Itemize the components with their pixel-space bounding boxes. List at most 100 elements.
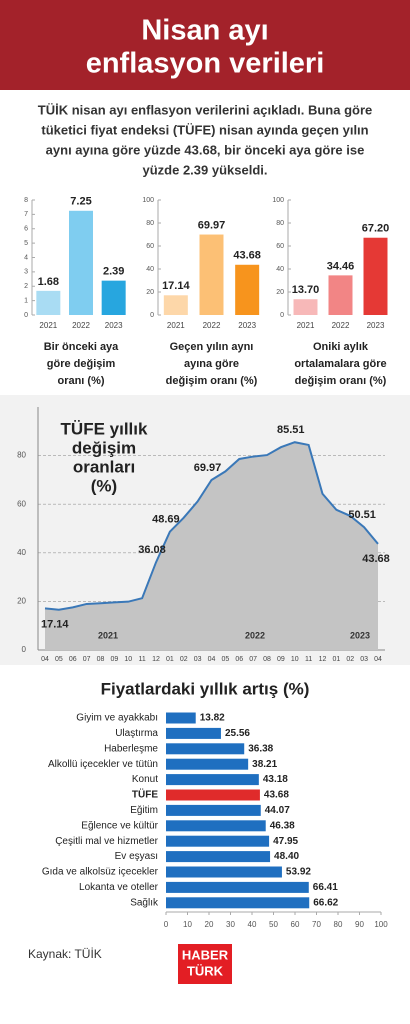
logo-box — [178, 944, 232, 984]
chart-title: oranları — [73, 457, 135, 476]
value-label: 38.21 — [252, 759, 277, 770]
bar — [166, 789, 260, 801]
value-label: 43.68 — [233, 250, 261, 262]
x-tick-label: 50 — [269, 920, 278, 929]
header-band — [0, 0, 410, 90]
caption: Bir önceki aya — [44, 341, 119, 353]
x-tick-label: 01 — [166, 656, 174, 663]
x-tick-label: 08 — [263, 656, 271, 663]
bar — [166, 804, 261, 816]
y-tick-label: Sağlık — [130, 897, 159, 908]
value-label: 17.14 — [162, 280, 190, 292]
x-tick-label: 04 — [41, 656, 49, 663]
x-tick-label: 0 — [164, 920, 169, 929]
x-tick-label: 30 — [226, 920, 235, 929]
x-tick-label: 11 — [138, 656, 145, 663]
x-tick-label: 02 — [180, 656, 188, 663]
year-label: 2021 — [98, 630, 118, 640]
header-title: enflasyon verileri — [86, 48, 325, 80]
bar — [36, 290, 61, 315]
x-tick-label: 09 — [110, 656, 118, 663]
bar — [166, 881, 309, 893]
y-tick-label: 0 — [24, 312, 28, 319]
x-tick-label: 03 — [194, 656, 202, 663]
line — [44, 441, 379, 611]
y-tick-label: Lokanta ve oteller — [79, 882, 159, 893]
x-tick-label: 40 — [248, 920, 257, 929]
x-tick-label: 03 — [360, 656, 368, 663]
y-tick-label: 20 — [276, 289, 284, 296]
y-tick-label: Konut — [132, 774, 158, 785]
x-tick-label: 07 — [249, 656, 257, 663]
area — [45, 442, 378, 650]
y-tick-label: 4 — [24, 254, 28, 261]
x-tick-label: 60 — [291, 920, 300, 929]
value-label: 13.70 — [292, 284, 320, 296]
value-label: 50.51 — [348, 509, 376, 521]
y-tick-label: 40 — [146, 266, 154, 273]
y-tick-label: Eğlence ve kültür — [81, 820, 158, 831]
value-label: 25.56 — [225, 728, 250, 739]
bar — [166, 758, 249, 770]
bar — [166, 851, 271, 863]
value-label: 1.68 — [38, 276, 59, 288]
y-tick-label: 8 — [24, 197, 28, 204]
y-tick-label: 40 — [276, 266, 284, 273]
x-tick-label: 09 — [277, 656, 285, 663]
y-tick-label: Haberleşme — [104, 743, 158, 754]
y-tick-label: 2 — [24, 283, 28, 290]
bar — [69, 210, 93, 315]
logo-text: TÜRK — [187, 963, 224, 978]
y-tick-label: 20 — [17, 597, 26, 606]
y-tick-label: 5 — [24, 240, 28, 247]
y-tick-label: Gıda ve alkolsüz içecekler — [42, 867, 159, 878]
x-tick-label: 2022 — [72, 321, 90, 330]
x-tick-label: 08 — [97, 656, 105, 663]
bar — [166, 866, 282, 878]
x-tick-label: 10 — [124, 656, 132, 663]
bar — [199, 234, 224, 315]
bar — [328, 275, 353, 315]
x-tick-label: 90 — [355, 920, 364, 929]
value-label: 43.68 — [264, 790, 289, 801]
value-label: 36.08 — [138, 544, 166, 556]
value-label: 2.39 — [103, 266, 124, 278]
x-tick-label: 05 — [221, 656, 229, 663]
value-label: 46.38 — [270, 820, 295, 831]
bar — [363, 237, 388, 315]
value-label: 67.20 — [362, 223, 390, 235]
x-tick-label: 2022 — [203, 321, 221, 330]
x-tick-label: 06 — [235, 656, 243, 663]
y-tick-label: 7 — [24, 211, 28, 218]
x-tick-label: 11 — [305, 656, 312, 663]
chart-title: değişim — [72, 438, 136, 457]
caption: değişim oranı (%) — [295, 375, 387, 387]
x-tick-label: 10 — [183, 920, 192, 929]
caption: ortalamalara göre — [294, 358, 386, 370]
value-label: 17.14 — [41, 618, 69, 630]
bar — [101, 280, 126, 315]
intro-text: aynı ayına göre yüzde 43.68, bir önceki … — [46, 142, 365, 157]
x-tick-label: 2022 — [332, 321, 350, 330]
y-tick-label: 0 — [22, 645, 27, 654]
y-tick-label: 6 — [24, 226, 28, 233]
y-tick-label: Alkollü içecekler ve tütün — [48, 759, 158, 770]
x-tick-label: 70 — [312, 920, 321, 929]
y-tick-label: 60 — [17, 499, 26, 508]
logo-text: HABER — [182, 947, 229, 962]
y-tick-label: 100 — [272, 197, 284, 204]
source: Kaynak: TÜİK — [28, 947, 102, 961]
value-label: 13.82 — [200, 713, 225, 724]
value-label: 44.07 — [265, 805, 290, 816]
bar — [166, 774, 259, 786]
caption: Geçen yılın aynı — [170, 341, 254, 353]
y-tick-label: 80 — [276, 220, 284, 227]
chart-title: TÜFE yıllık — [61, 419, 148, 438]
x-tick-label: 2023 — [238, 321, 256, 330]
y-tick-label: Ulaştırma — [115, 728, 158, 739]
value-label: 36.38 — [248, 743, 273, 754]
x-tick-label: 10 — [291, 656, 299, 663]
x-tick-label: 02 — [346, 656, 354, 663]
value-label: 53.92 — [286, 867, 311, 878]
